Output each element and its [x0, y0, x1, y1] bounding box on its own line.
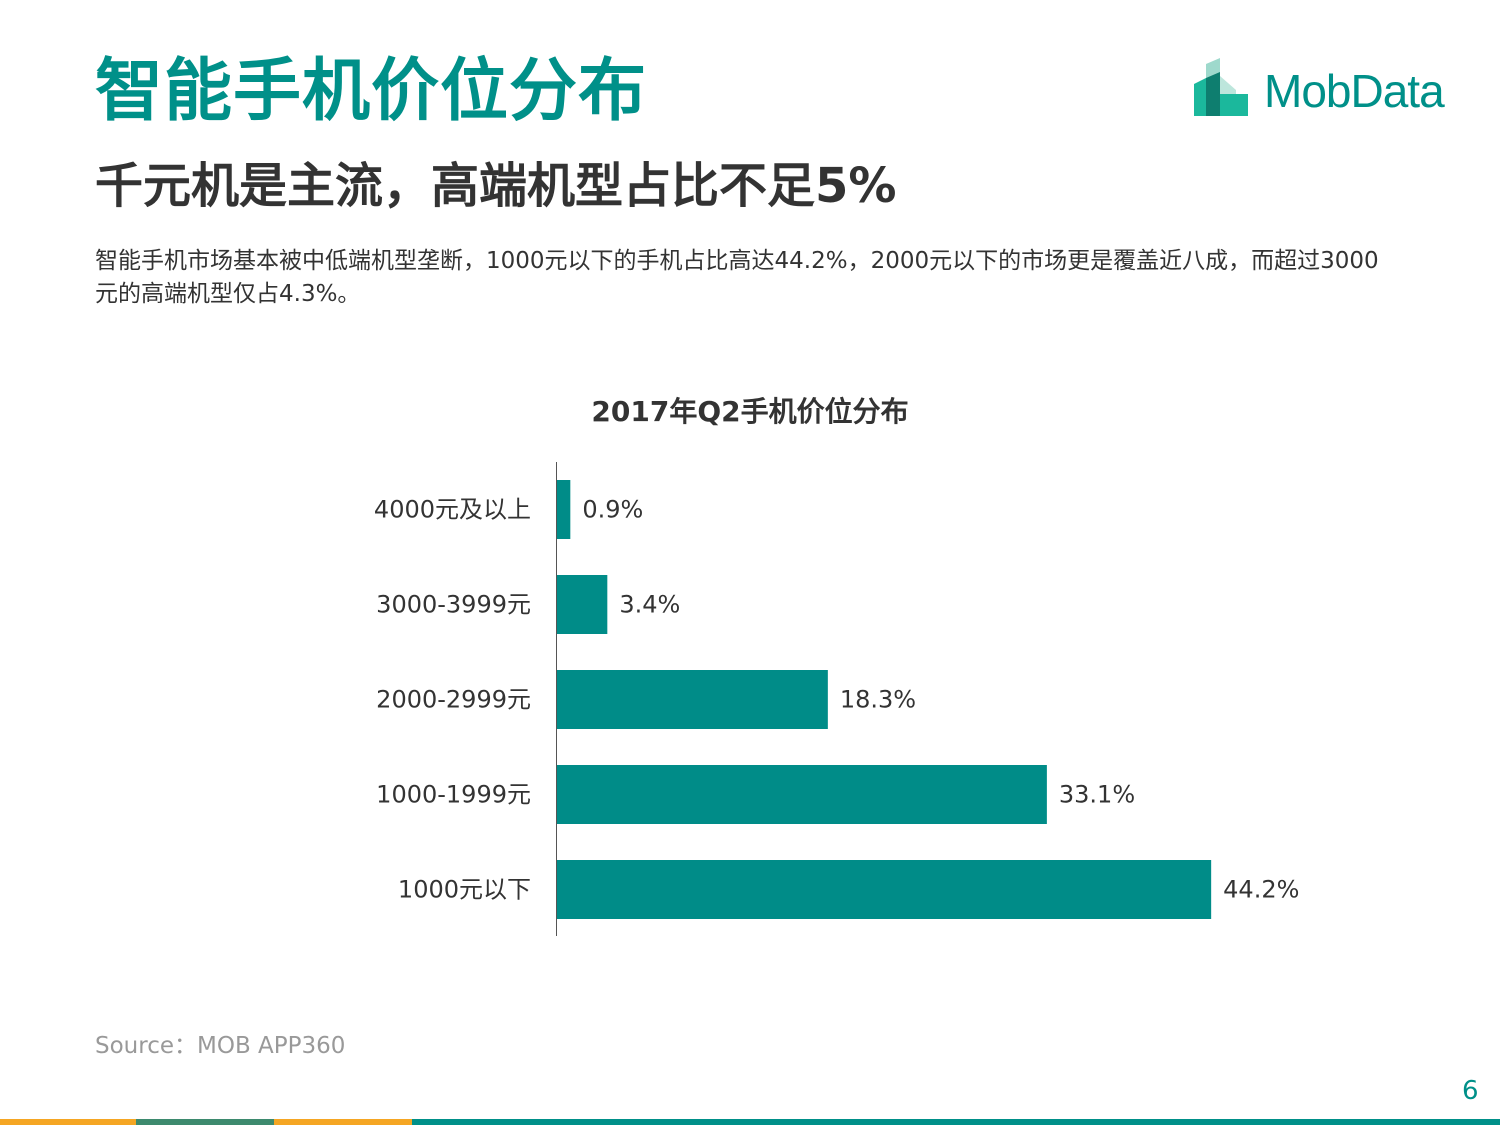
footer-bar-segment [412, 1119, 1500, 1125]
category-label: 2000-2999元 [376, 686, 531, 714]
bar-2 [557, 670, 828, 729]
page-number: 6 [1462, 1076, 1479, 1106]
category-label: 4000元及以上 [374, 496, 531, 524]
footer-bar-segment [136, 1119, 274, 1125]
footer-bar-segment [274, 1119, 412, 1125]
chart-title: 2017年Q2手机价位分布 [591, 395, 909, 428]
bar-0 [557, 480, 571, 539]
bar-4 [557, 860, 1212, 919]
bar-3 [557, 765, 1047, 824]
category-label: 1000元以下 [398, 876, 531, 904]
footer-color-bar [0, 1119, 1500, 1125]
price-distribution-bar-chart: 4000元及以上 0.9% 3000-3999元 3.4% 2000-2999元 18.3… [374, 462, 1299, 936]
page-subtitle: 千元机是主流，高端机型占比不足5% [95, 158, 897, 214]
category-label: 1000-1999元 [376, 781, 531, 809]
value-label: 3.4% [619, 591, 680, 619]
mobdata-logo: MobData [1190, 58, 1480, 122]
bar-1 [557, 575, 608, 634]
value-label: 33.1% [1059, 781, 1135, 809]
category-label: 3000-3999元 [376, 591, 531, 619]
source-note: Source：MOB APP360 [95, 1033, 346, 1059]
value-label: 0.9% [582, 496, 643, 524]
footer-bar-segment [0, 1119, 136, 1125]
bars-layer: 4000元及以上 0.9% 3000-3999元 3.4% 2000-2999元 18.3… [374, 480, 1299, 919]
page-title: 智能手机价位分布 [95, 52, 648, 131]
logo-text: MobData [1264, 65, 1445, 117]
value-label: 44.2% [1223, 876, 1299, 904]
value-label: 18.3% [840, 686, 916, 714]
building-logo-icon [1194, 58, 1248, 116]
page-description: 智能手机市场基本被中低端机型垄断，1000元以下的手机占比高达44.2%，200… [95, 248, 1379, 307]
